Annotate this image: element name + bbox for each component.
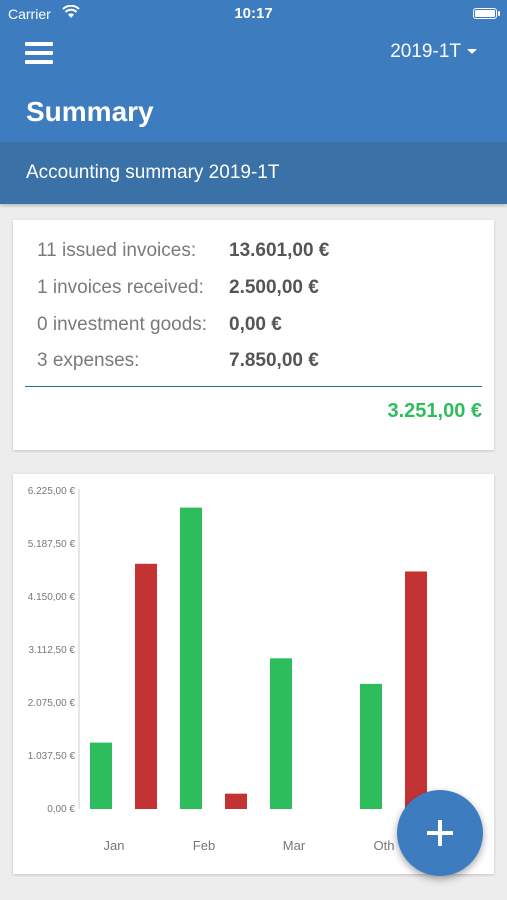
row-label: 11 issued invoices: bbox=[37, 240, 197, 261]
summary-row-received: 1 invoices received: 2.500,00 € bbox=[37, 277, 319, 299]
app-bar: 2019-1T Summary bbox=[0, 30, 507, 142]
battery-icon bbox=[473, 8, 500, 19]
y-tick-label: 4.150,00 € bbox=[28, 592, 76, 603]
y-tick-label: 3.112,50 € bbox=[28, 645, 75, 656]
chart-bar-feb-0 bbox=[180, 507, 202, 809]
page-title: Summary bbox=[26, 96, 154, 127]
row-amount: 2.500,00 € bbox=[229, 277, 319, 298]
summary-row-investment: 0 investment goods: 0,00 € bbox=[37, 314, 282, 336]
bar-chart: 0,00 € 1.037,50 € 2.075,00 € 3.112,50 € 4.15… bbox=[28, 486, 427, 853]
summary-row-expenses: 3 expenses: 7.850,00 € bbox=[37, 350, 319, 372]
summary-card: 11 issued invoices: 13.601,00 € 1 invoic… bbox=[13, 220, 494, 450]
chart-bar-jan-1 bbox=[135, 563, 157, 809]
hamburger-menu-icon[interactable] bbox=[25, 42, 53, 64]
y-tick-label: 0,00 € bbox=[47, 804, 75, 815]
row-amount: 13.601,00 € bbox=[229, 240, 330, 261]
row-label: 3 expenses: bbox=[37, 350, 140, 371]
row-amount: 0,00 € bbox=[229, 314, 282, 335]
row-amount: 7.850,00 € bbox=[229, 350, 319, 371]
y-tick-label: 5.187,50 € bbox=[28, 539, 76, 550]
period-selector[interactable]: 2019-1T bbox=[390, 41, 477, 63]
y-tick-label: 2.075,00 € bbox=[28, 698, 76, 709]
chart-card: 0,00 € 1.037,50 € 2.075,00 € 3.112,50 € 4.15… bbox=[13, 474, 494, 874]
chart-bar-oth-0 bbox=[360, 683, 382, 809]
y-tick-label: 1.037,50 € bbox=[28, 751, 76, 762]
summary-divider bbox=[25, 386, 482, 387]
y-tick-label: 6.225,00 € bbox=[28, 486, 76, 497]
chart-bar-oth-1 bbox=[405, 571, 427, 809]
subheader-text: Accounting summary 2019-1T bbox=[26, 162, 280, 183]
status-bar: Carrier 10:17 bbox=[0, 0, 507, 30]
x-tick-label: Feb bbox=[193, 838, 215, 853]
row-label: 0 investment goods: bbox=[37, 314, 208, 335]
x-tick-label: Oth bbox=[374, 838, 395, 853]
summary-row-issued: 11 issued invoices: 13.601,00 € bbox=[37, 240, 329, 262]
wifi-icon bbox=[62, 5, 80, 18]
add-button[interactable] bbox=[397, 790, 483, 876]
caret-down-icon bbox=[467, 49, 477, 55]
summary-subheader: Accounting summary 2019-1T bbox=[0, 142, 507, 204]
period-label: 2019-1T bbox=[390, 41, 461, 62]
summary-total: 3.251,00 € bbox=[387, 400, 482, 422]
chart-bar-jan-0 bbox=[90, 742, 112, 809]
chart-bar-mar-0 bbox=[270, 658, 292, 809]
carrier-label: Carrier bbox=[8, 6, 51, 22]
x-tick-label: Jan bbox=[104, 838, 125, 853]
x-tick-label: Mar bbox=[283, 838, 306, 853]
row-label: 1 invoices received: bbox=[37, 277, 204, 298]
clock: 10:17 bbox=[234, 5, 273, 22]
chart-bar-feb-1 bbox=[225, 793, 247, 809]
